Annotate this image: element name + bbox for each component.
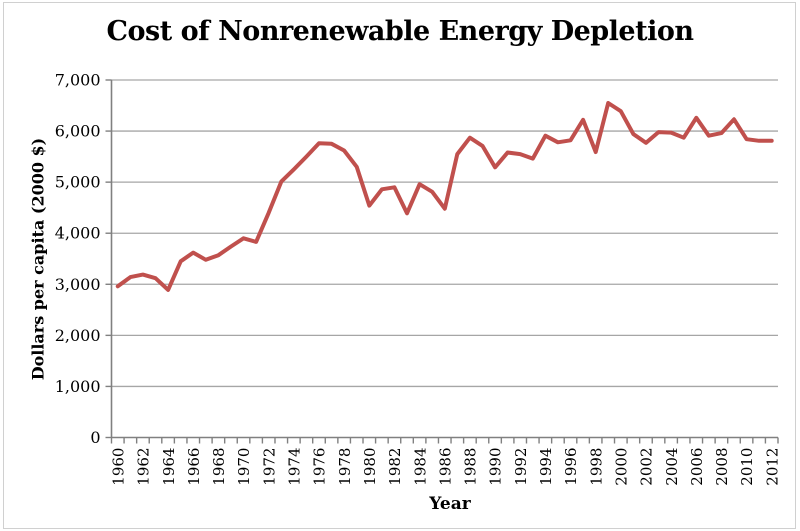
cost-of-depletion-line [115,101,774,292]
x-tick-label: 1994 [537,448,555,486]
y-tick-label: 6,000 [55,122,101,141]
x-tick-label: 2010 [738,448,756,486]
y-tick-label: 4,000 [55,224,101,243]
x-tick-label: 2012 [763,448,781,486]
x-tick-label: 1986 [436,448,454,486]
x-tick-label: 1970 [235,448,253,486]
x-tick-label: 1978 [336,448,354,486]
y-tick-label: 2,000 [55,326,101,345]
chart-title: Cost of Nonrenewable Energy Depletion [106,16,694,47]
x-tick-label: 1960 [109,448,127,486]
x-tick-label: 2002 [638,448,656,486]
x-tick-label: 1980 [361,448,379,486]
x-tick-label: 1984 [411,448,429,486]
x-tick-label: 1990 [487,448,505,486]
x-tick-label: 1976 [311,448,329,486]
x-tick-label: 1982 [386,448,404,486]
x-tick-label: 2006 [688,448,706,486]
x-tick-label: 1998 [587,448,605,486]
x-tick-label: 1964 [160,448,178,486]
y-tick-label: 3,000 [55,275,101,294]
x-tick-label: 2008 [713,448,731,486]
y-tick-label: 1,000 [55,377,101,396]
x-tick-label: 1962 [135,448,153,486]
x-tick-label: 1966 [185,448,203,486]
x-tick-label: 1988 [462,448,480,486]
x-tick-label: 1968 [210,448,228,486]
x-tick-label: 1974 [286,448,304,486]
x-tick-label: 2004 [663,448,681,486]
x-tick-label: 2000 [613,448,631,486]
y-tick-label: 0 [90,428,100,447]
x-tick-label: 1972 [260,448,278,486]
x-axis-title: Year [429,494,471,514]
y-tick-label: 5,000 [55,173,101,192]
x-tick-label: 1992 [512,448,530,486]
x-tick-label: 1996 [562,448,580,486]
y-tick-label: 7,000 [55,71,101,90]
